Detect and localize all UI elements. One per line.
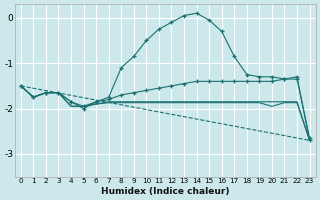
X-axis label: Humidex (Indice chaleur): Humidex (Indice chaleur)	[101, 187, 229, 196]
